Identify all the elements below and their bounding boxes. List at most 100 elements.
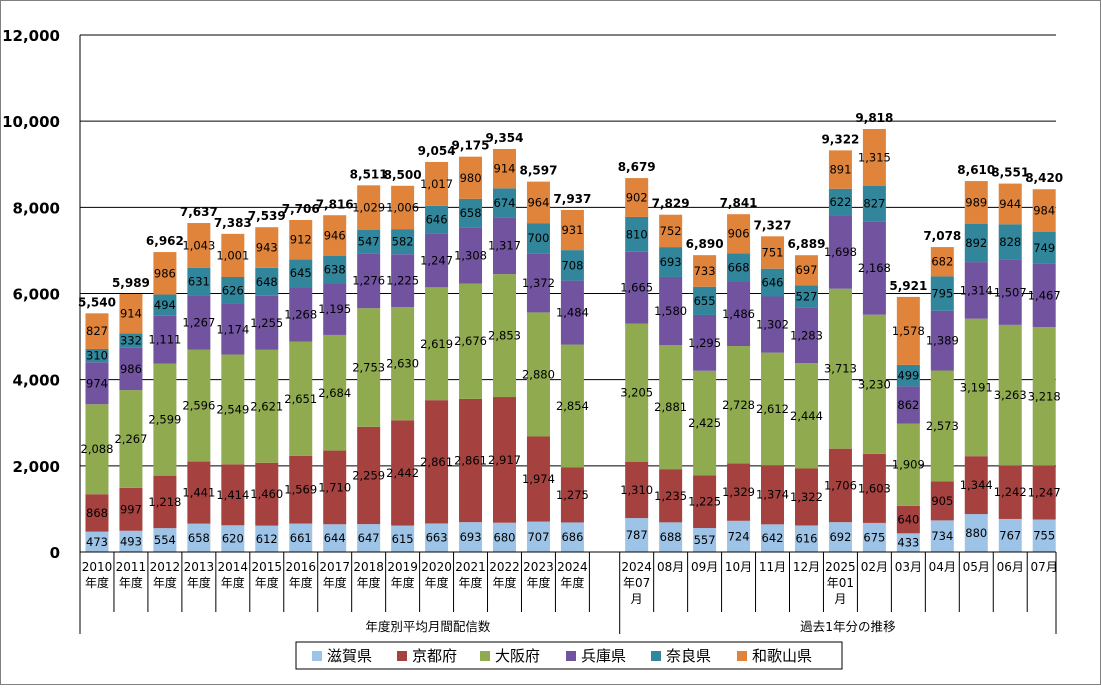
data-label: 1,389 [926,334,959,348]
data-label: 2,573 [926,419,959,433]
data-label: 810 [626,227,648,241]
legend: 滋賀県 京都府 大阪府 兵庫県 奈良県 和歌山県 [295,641,843,670]
total-label: 9,322 [821,132,859,146]
data-label: 946 [324,229,346,243]
bar-segment [119,390,143,488]
data-label: 680 [494,530,516,544]
data-label: 3,218 [1028,389,1061,403]
data-label: 1,507 [994,285,1027,299]
data-label: 1,001 [216,248,249,262]
x-tick-label: 年01 [827,576,854,590]
data-label: 646 [762,276,784,290]
data-label: 906 [728,227,750,241]
data-label: 2,612 [756,402,789,416]
data-label: 1,698 [824,245,857,259]
data-label: 1,603 [858,481,891,495]
bar-segment [761,268,785,297]
x-tick-label: 2019 [387,560,418,574]
data-label: 892 [965,236,987,250]
data-label: 1,322 [790,490,823,504]
y-tick-label: 10,000 [2,113,60,131]
total-label: 6,962 [146,234,184,248]
data-label: 3,191 [960,380,993,394]
data-label: 980 [460,171,482,185]
data-label: 943 [256,241,278,255]
data-label: 2,881 [654,400,687,414]
bar-segment [323,450,347,525]
bar-segment [289,287,313,342]
x-tick-label: 年度 [289,575,313,590]
bar-segment [794,307,818,364]
x-tick-label: 2016 [285,560,316,574]
data-label: 1,314 [960,283,993,297]
group-label: 年度別平均月間配信数 [365,619,491,634]
bar-segment [357,185,381,230]
legend-swatch [566,651,576,661]
data-label: 642 [762,531,784,545]
bar-segment [727,281,751,347]
data-label: 1,225 [688,495,721,509]
bar-segment [391,525,415,552]
data-label: 2,621 [250,399,283,413]
bar-segment [727,346,751,464]
data-label: 612 [256,532,278,546]
data-label: 1,111 [148,333,181,347]
data-label: 494 [154,298,176,312]
x-tick-label: 06月 [997,560,1024,574]
data-label: 751 [762,246,784,260]
data-label: 620 [222,532,244,546]
bar-segment [459,227,483,284]
bar-segment [862,522,886,552]
data-label: 914 [120,307,142,321]
bar-segment [794,285,818,308]
data-label: 1,441 [182,486,215,500]
bar-segment [255,267,279,296]
x-tick-label: 月 [631,592,643,606]
legend-label: 京都府 [412,647,457,665]
bar-segment [761,296,785,353]
bar-segment [153,363,177,476]
data-label: 2,259 [352,468,385,482]
data-label: 902 [626,191,648,205]
x-tick-label: 2010 [82,560,113,574]
y-axis-tick-labels: 0 2,000 4,000 6,000 8,000 10,000 12,000 [2,27,60,562]
x-tick-label: 2017 [319,560,350,574]
x-tick-label: 2024 [557,560,588,574]
bar-segment [255,227,279,268]
legend-swatch [480,651,490,661]
bar-segment [693,286,717,315]
x-tick-label: 年度 [425,575,449,590]
legend-label: 和歌山県 [752,647,812,665]
legend-label: 大阪府 [495,647,540,665]
bar-segment [493,148,516,189]
bar-segment [323,334,347,451]
data-label: 1,225 [386,274,419,288]
bar-segment [153,294,177,316]
total-label: 7,841 [720,196,758,210]
data-label: 2,442 [386,466,419,480]
bar-segment [862,453,886,523]
data-label: 1,460 [250,487,283,501]
data-label: 1,486 [722,307,755,321]
legend-label: 奈良県 [666,647,711,665]
data-label: 693 [460,530,482,544]
bar-segment [187,267,211,296]
total-label: 8,511 [350,167,388,181]
x-tick-label: 年度 [492,575,516,590]
bar-segment [391,306,415,421]
bar-segment [930,276,954,311]
bar-segment [459,198,483,228]
bar-segment [794,525,818,552]
y-tick-label: 6,000 [13,286,60,304]
bar-segment [862,314,886,454]
data-label: 631 [188,275,210,289]
data-label: 1,569 [284,483,317,497]
data-label: 2,880 [522,367,555,381]
bar-segment [560,210,584,251]
total-label: 8,597 [519,164,557,178]
x-tick-label: 12月 [793,560,820,574]
bar-segment [727,253,751,282]
bar-segment [964,514,988,552]
bar-segment [659,276,683,346]
